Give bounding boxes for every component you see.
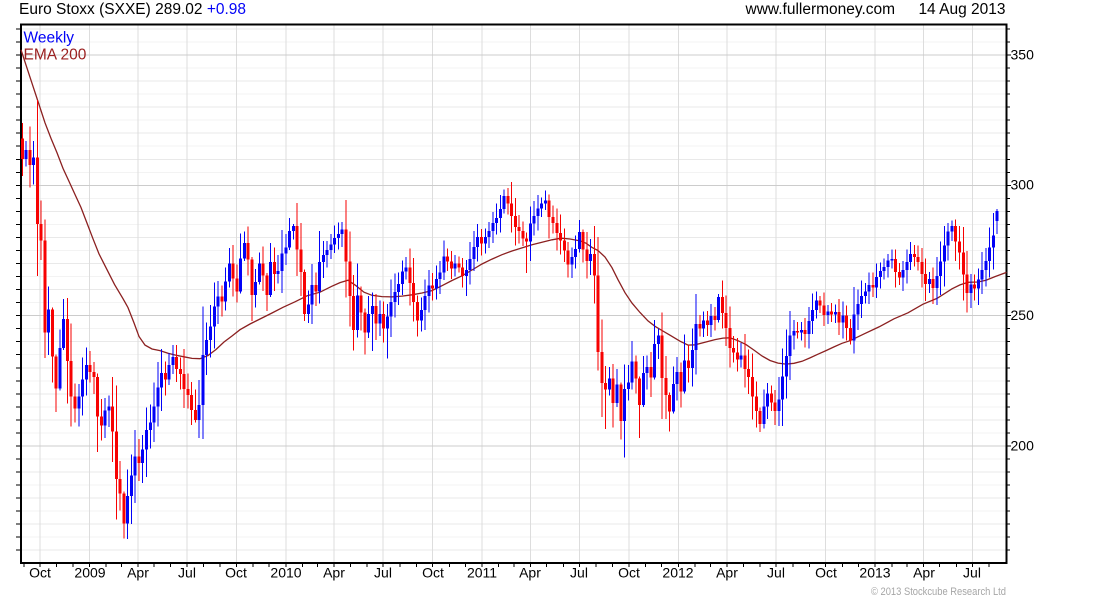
svg-text:Jul: Jul bbox=[963, 565, 981, 581]
svg-text:2011: 2011 bbox=[467, 565, 497, 581]
svg-text:Weekly: Weekly bbox=[24, 30, 75, 47]
svg-text:Oct: Oct bbox=[225, 565, 247, 581]
svg-text:250: 250 bbox=[1011, 307, 1035, 323]
svg-text:Apr: Apr bbox=[913, 565, 935, 581]
svg-text:300: 300 bbox=[1011, 177, 1035, 193]
svg-text:Jul: Jul bbox=[178, 565, 196, 581]
svg-text:Oct: Oct bbox=[29, 565, 51, 581]
svg-text:Apr: Apr bbox=[716, 565, 738, 581]
svg-text:© 2013 Stockcube Research Ltd: © 2013 Stockcube Research Ltd bbox=[871, 586, 1006, 598]
svg-text:Jul: Jul bbox=[767, 565, 785, 581]
svg-text:Apr: Apr bbox=[323, 565, 345, 581]
svg-text:EMA 200: EMA 200 bbox=[24, 47, 87, 64]
svg-text:2010: 2010 bbox=[270, 565, 301, 581]
svg-text:Oct: Oct bbox=[422, 565, 444, 581]
svg-text:2009: 2009 bbox=[74, 565, 105, 581]
svg-text:Jul: Jul bbox=[374, 565, 392, 581]
svg-text:2012: 2012 bbox=[662, 565, 693, 581]
svg-text:Apr: Apr bbox=[519, 565, 541, 581]
svg-text:Jul: Jul bbox=[570, 565, 588, 581]
svg-text:Oct: Oct bbox=[815, 565, 837, 581]
svg-text:2013: 2013 bbox=[859, 565, 890, 581]
svg-text:Apr: Apr bbox=[127, 565, 149, 581]
svg-text:Oct: Oct bbox=[618, 565, 640, 581]
svg-text:Euro Stoxx (SXXE) 289.02 +0.98: Euro Stoxx (SXXE) 289.02 +0.98 bbox=[19, 1, 246, 18]
svg-text:www.fullermoney.com: www.fullermoney.com bbox=[745, 1, 896, 18]
svg-text:14 Aug 2013: 14 Aug 2013 bbox=[918, 1, 1005, 18]
svg-text:350: 350 bbox=[1011, 46, 1035, 62]
svg-text:200: 200 bbox=[1011, 437, 1035, 453]
